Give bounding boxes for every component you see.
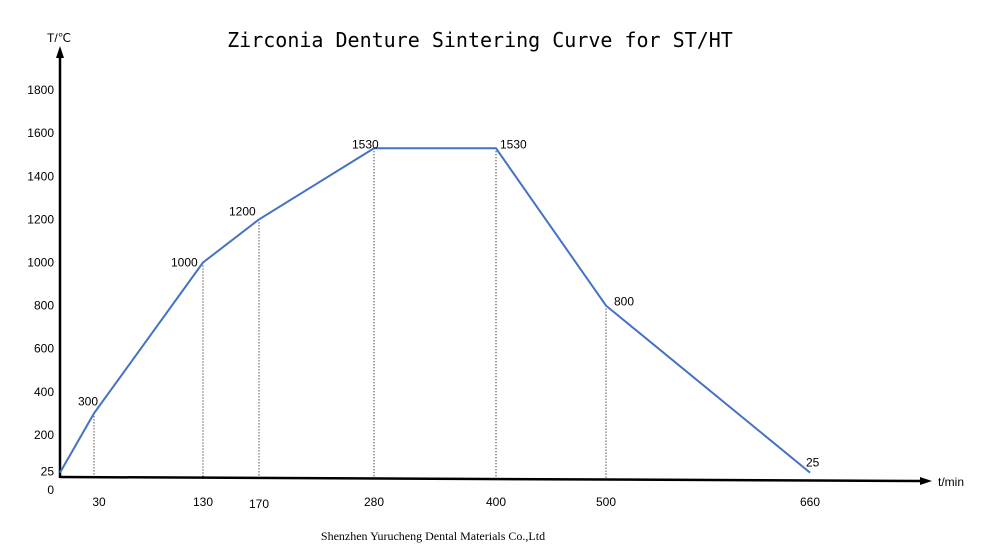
- x-tick-label: 400: [486, 495, 506, 509]
- y-tick-label: 200: [34, 428, 54, 442]
- y-tick-label: 800: [34, 299, 54, 313]
- x-tick-label: 660: [800, 495, 820, 509]
- y-tick-label: 1400: [27, 169, 54, 183]
- x-tick-label: 280: [364, 495, 384, 509]
- y-tick-label: 1800: [27, 83, 54, 97]
- x-axis-label: t/min: [938, 475, 964, 489]
- chart-title: Zirconia Denture Sintering Curve for ST/…: [227, 28, 733, 52]
- y-tick-label: 0: [47, 483, 54, 497]
- x-tick-label: 130: [193, 495, 213, 509]
- data-label: 1000: [171, 256, 198, 270]
- data-label: 1530: [352, 137, 379, 151]
- y-axis-label: T/℃: [47, 31, 71, 45]
- data-label: 800: [614, 295, 634, 309]
- data-label: 1200: [229, 204, 256, 218]
- footer-company: Shenzhen Yurucheng Dental Materials Co.,…: [321, 529, 545, 543]
- data-label: 300: [78, 394, 98, 408]
- x-axis-arrow: [920, 477, 932, 485]
- y-axis-arrow: [56, 46, 64, 58]
- y-tick-label: 1600: [27, 126, 54, 140]
- x-tick-label: 170: [249, 497, 269, 511]
- y-tick-label: 600: [34, 342, 54, 356]
- x-tick-label: 30: [92, 495, 106, 509]
- y-tick-label: 25: [41, 465, 55, 479]
- y-tick-label: 1200: [27, 212, 54, 226]
- data-label: 25: [806, 456, 820, 470]
- y-tick-label: 1000: [27, 256, 54, 270]
- y-tick-label: 400: [34, 385, 54, 399]
- x-axis: [59, 475, 923, 483]
- sintering-curve: [59, 147, 811, 474]
- data-label: 1530: [500, 137, 527, 151]
- x-tick-label: 500: [596, 495, 616, 509]
